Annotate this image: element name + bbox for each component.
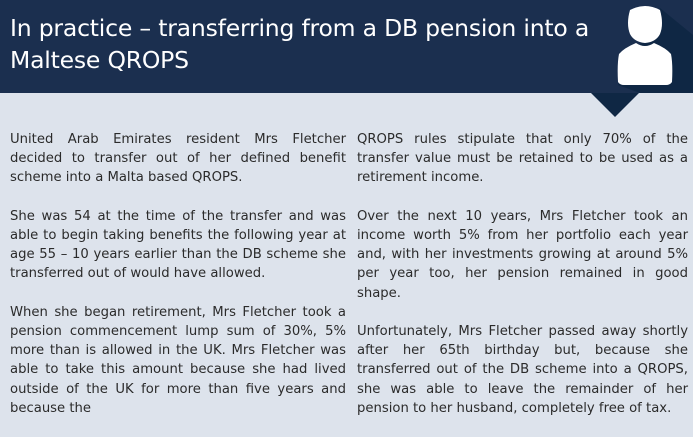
left-column: United Arab Emirates resident Mrs Fletch…: [10, 130, 346, 437]
header-pointer: [591, 93, 639, 117]
paragraph: Over the next 10 years, Mrs Fletcher too…: [357, 208, 688, 301]
right-column: QROPS rules stipulate that only 70% of t…: [357, 130, 688, 437]
header-banner: In practice – transferring from a DB pen…: [0, 0, 693, 93]
paragraph: QROPS rules stipulate that only 70% of t…: [357, 132, 688, 186]
page-title: In practice – transferring from a DB pen…: [10, 14, 590, 74]
paragraph: United Arab Emirates resident Mrs Fletch…: [10, 132, 346, 186]
person-avatar-icon: [617, 6, 673, 85]
paragraph: When she began retirement, Mrs Fletcher …: [10, 304, 346, 416]
paragraph: She was 54 at the time of the transfer a…: [10, 208, 346, 282]
paragraph: Unfortunately, Mrs Fletcher passed away …: [357, 324, 688, 416]
